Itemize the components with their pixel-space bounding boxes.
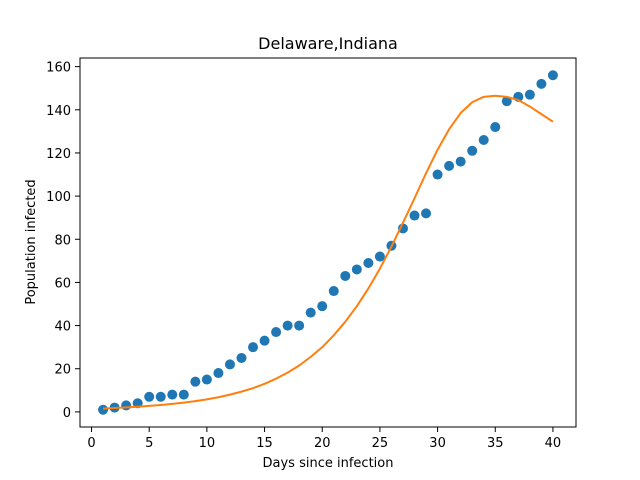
data-point xyxy=(351,264,362,275)
data-point xyxy=(374,251,385,262)
data-point xyxy=(213,368,224,379)
data-point xyxy=(167,389,178,400)
x-tick-label: 0 xyxy=(87,436,95,451)
y-axis-label: Population infected xyxy=(24,179,39,304)
data-point xyxy=(98,404,109,415)
y-tick-label: 160 xyxy=(46,61,71,76)
plot-frame xyxy=(79,57,577,428)
x-axis-label: Days since infection xyxy=(263,456,394,471)
data-point xyxy=(467,145,478,156)
x-axis: 0 5 10 15 20 25 30 35 40 xyxy=(87,427,561,451)
data-point xyxy=(144,391,155,402)
y-tick-label: 80 xyxy=(54,233,71,248)
x-tick-label: 25 xyxy=(372,436,389,451)
x-tick-label: 5 xyxy=(145,436,153,451)
data-point xyxy=(328,286,339,297)
data-point xyxy=(248,342,259,353)
y-axis: 0 20 40 60 80 100 120 140 160 xyxy=(46,61,80,421)
data-point xyxy=(421,208,432,219)
data-point xyxy=(190,376,201,387)
data-point xyxy=(155,391,166,402)
data-point xyxy=(363,258,374,268)
data-point xyxy=(121,400,132,411)
x-tick-label: 10 xyxy=(199,436,216,451)
data-point xyxy=(340,270,351,281)
x-tick-label: 35 xyxy=(487,436,504,451)
y-tick-label: 0 xyxy=(63,406,71,421)
y-tick-label: 20 xyxy=(54,363,71,378)
x-tick-label: 40 xyxy=(545,436,562,451)
y-tick-label: 40 xyxy=(54,320,71,335)
data-point xyxy=(271,327,282,338)
data-point xyxy=(490,122,501,133)
data-point xyxy=(282,320,293,331)
y-tick-label: 100 xyxy=(46,190,71,205)
y-tick-label: 120 xyxy=(46,147,71,162)
data-point xyxy=(178,389,189,400)
data-point xyxy=(201,374,212,385)
plot-area xyxy=(98,70,558,415)
data-point xyxy=(444,160,455,171)
data-point xyxy=(524,89,535,100)
data-point xyxy=(536,78,547,89)
x-tick-label: 20 xyxy=(314,436,331,451)
data-point xyxy=(455,156,466,167)
data-point xyxy=(294,320,305,331)
data-point xyxy=(224,359,235,370)
chart-title: Delaware,Indiana xyxy=(258,34,398,53)
data-point xyxy=(409,210,420,221)
data-point xyxy=(432,169,443,180)
data-point xyxy=(501,96,512,107)
data-point xyxy=(305,307,316,318)
x-tick-label: 15 xyxy=(256,436,273,451)
data-point xyxy=(236,352,247,363)
data-point xyxy=(317,301,328,312)
data-point xyxy=(259,335,270,346)
y-tick-label: 140 xyxy=(46,104,71,119)
fit-line xyxy=(103,94,554,410)
data-point xyxy=(547,70,558,81)
x-tick-label: 30 xyxy=(429,436,446,451)
y-tick-label: 60 xyxy=(54,276,71,291)
data-point xyxy=(478,135,489,145)
